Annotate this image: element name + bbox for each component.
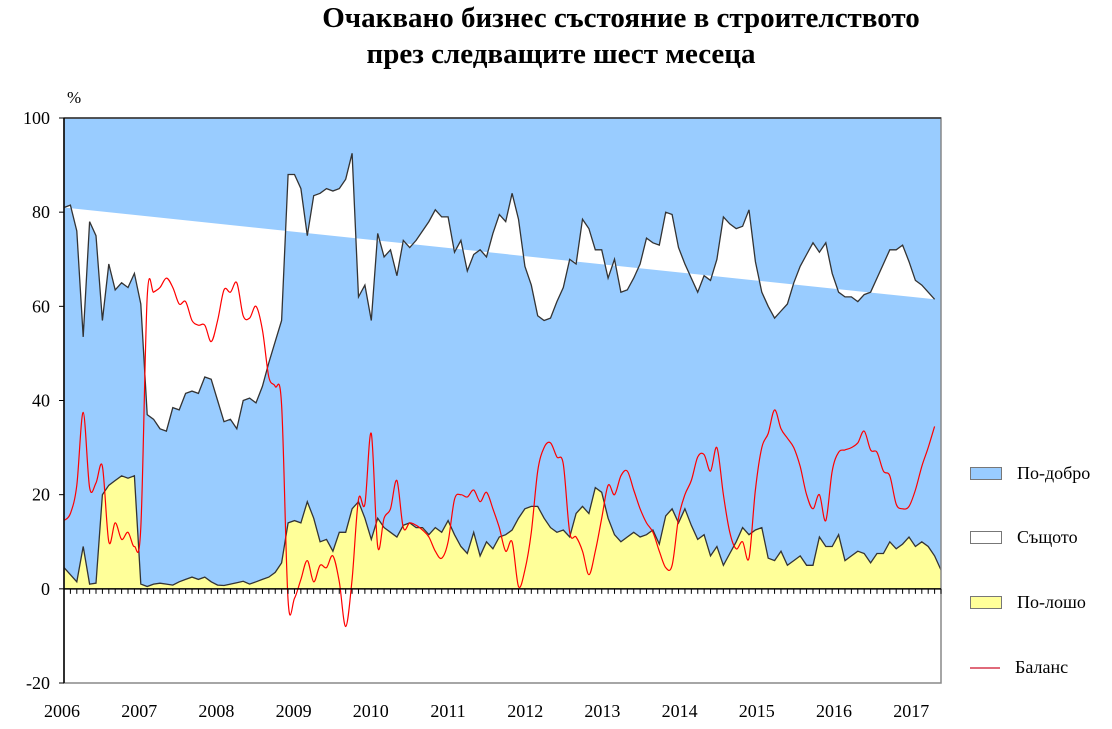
chart-title-line-1: Очаквано бизнес състояние в строителство… [322, 2, 920, 34]
x-tick-label: 2007 [121, 701, 157, 721]
legend-label-balance: Баланс [1015, 657, 1069, 677]
line-worse-boundary [63, 474, 942, 588]
line-better-boundary [63, 153, 936, 432]
x-tick-label: 2010 [353, 701, 389, 721]
x-tick-label: 2015 [739, 701, 775, 721]
x-tick-label: 2006 [44, 701, 80, 721]
axes: -20 0 20 40 60 80 100 2006 2007 2008 2009 2010 2011 2… [23, 108, 942, 721]
y-tick-label: 60 [32, 296, 50, 316]
y-axis-unit: % [67, 88, 82, 107]
legend-item-same: Същото [970, 527, 1078, 548]
x-tick-label: 2009 [276, 701, 312, 721]
y-tick-label: 100 [23, 108, 50, 128]
plot-area [63, 118, 942, 628]
area-same [64, 153, 935, 432]
legend-swatch-better [970, 467, 1002, 480]
legend-label-worse: По-лошо [1017, 592, 1086, 612]
chart-title-line-2: през следващите шест месеца [366, 38, 756, 70]
legend-item-better: По-добро [970, 463, 1090, 484]
y-tick-label: -20 [26, 673, 50, 693]
legend-swatch-worse [970, 596, 1002, 609]
y-tick-label: 40 [32, 391, 50, 411]
legend-item-worse: По-лошо [970, 592, 1086, 613]
line-balance [63, 277, 936, 628]
x-tick-label: 2011 [430, 701, 465, 721]
x-tick-label: 2017 [893, 701, 929, 721]
x-tick-label: 2014 [662, 701, 698, 721]
y-tick-label: 80 [32, 202, 50, 222]
x-tick-label: 2016 [816, 701, 852, 721]
legend-item-balance: Баланс [970, 657, 1068, 678]
x-tick-label: 2008 [198, 701, 234, 721]
y-tick-label: 0 [41, 579, 50, 599]
x-tick-label: 2013 [584, 701, 620, 721]
y-tick-label: 20 [32, 485, 50, 505]
legend-label-same: Същото [1017, 527, 1078, 547]
legend-swatch-same [970, 531, 1002, 544]
legend-label-better: По-добро [1017, 463, 1091, 483]
x-tick-label: 2012 [507, 701, 543, 721]
legend-swatch-balance [970, 666, 1000, 669]
